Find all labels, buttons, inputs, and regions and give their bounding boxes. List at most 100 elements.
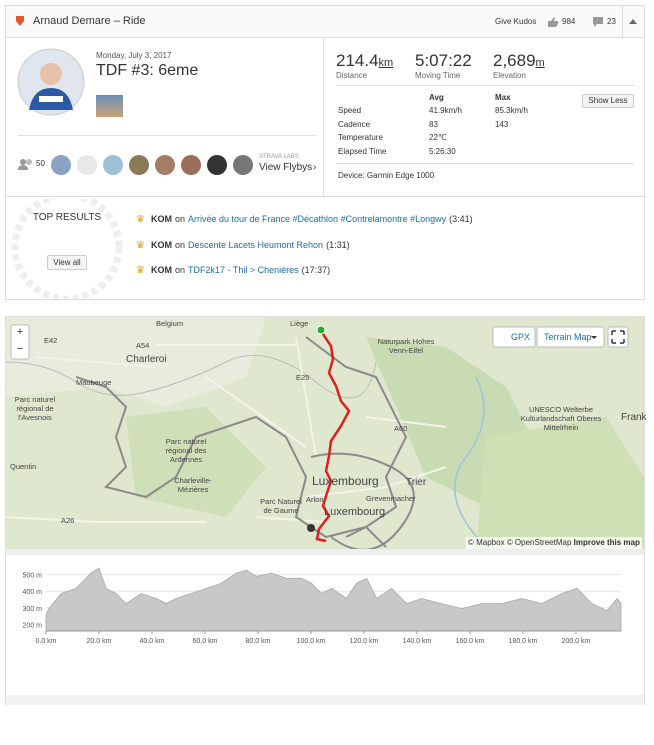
result-row: ♛ KOM on TDF2k17 - Thil > Chenières (17:37) (136, 265, 330, 276)
map-label: Charleville-Mézières (174, 476, 212, 494)
result-row: ♛ KOM on Descente Lacets Heumont Rehon (1:31… (136, 240, 350, 251)
map-label: A54 (136, 341, 150, 350)
result-on: on (174, 239, 185, 250)
x-tick-label: 160.0 km (456, 638, 485, 645)
y-tick-label: 200 m (23, 622, 43, 629)
segment-link[interactable]: Arrivée du tour de France #Décathlon #Co… (187, 214, 447, 224)
divider (622, 6, 623, 37)
attribution-item[interactable]: © Mapbox (468, 538, 505, 547)
detail-value: 5:26:30 (429, 146, 456, 156)
divider (336, 163, 634, 164)
result-time: (17:37) (301, 265, 331, 275)
y-tick-label: 300 m (23, 606, 43, 613)
detail-label: Cadence (338, 119, 371, 129)
segment-link[interactable]: TDF2k17 - Thil > Chenières (187, 265, 299, 275)
elevation-chart: 200 m 300 m 400 m 500 m 0.0 km 20.0 km 40.0 km… (23, 567, 622, 645)
detail-label: Temperature (338, 133, 383, 142)
detail-label: Elapsed Time (338, 146, 387, 156)
footer-bar (6, 695, 644, 705)
kudos-button[interactable]: Give Kudos (495, 17, 537, 26)
kudos-icon (548, 17, 558, 27)
map-label: Parc naturel régional des Ardennes (165, 437, 207, 464)
stat-number: 2,689 (493, 51, 536, 70)
athlete-avatars (51, 155, 253, 175)
elevation-area (45, 567, 622, 632)
x-tick-label: 80.0 km (246, 638, 271, 645)
map-label: Maubeuge (76, 378, 112, 387)
map-label: Luxembourg (324, 506, 386, 518)
photo-thumbnail[interactable] (96, 95, 123, 117)
map-label: UNESCO Welterbe Kulturlandschaft Oberes … (520, 405, 602, 432)
x-tick-label: 60.0 km (193, 638, 218, 645)
divider (18, 135, 316, 136)
detail-value: 22℃ (429, 133, 447, 142)
detail-value: 83 (429, 119, 438, 129)
y-tick-label: 500 m (23, 573, 43, 580)
map-label: Trier (406, 477, 427, 488)
detail-value: 143 (495, 119, 509, 129)
result-row: ♛ KOM on Arrivée du tour de France #Décathl… (136, 214, 473, 225)
x-tick-label: 0.0 km (35, 638, 56, 645)
crown-icon: ♛ (136, 265, 145, 276)
top-results-title: TOP RESULTS (32, 212, 102, 223)
stat-unit: m (535, 57, 545, 69)
kudos-count[interactable]: 984 (562, 17, 576, 26)
stat-number: 5:07:22 (415, 51, 472, 70)
comment-count[interactable]: 23 (607, 17, 616, 26)
map-label: Luxembourg (312, 474, 379, 488)
map-label: Quentin (10, 462, 37, 471)
x-tick-label: 120.0 km (350, 638, 379, 645)
gpx-button[interactable]: GPX (511, 332, 531, 342)
flyby-link[interactable]: View Flybys (259, 162, 313, 173)
result-time: (1:31) (326, 239, 350, 250)
map-label: Charleroi (126, 354, 167, 365)
resize-handle[interactable] (6, 549, 644, 555)
stat-value: 2,689m (493, 51, 545, 71)
map-label: Naturpark Hohes Venn-Eifel (377, 337, 435, 355)
attribution: © Mapbox © OpenStreetMap Improve this ma… (466, 537, 642, 549)
map[interactable] (6, 317, 644, 549)
athlete-avatar[interactable] (17, 48, 85, 116)
zoom-out[interactable]: − (16, 343, 24, 355)
map-label: Belgium (156, 319, 184, 328)
result-badge: KOM (150, 214, 172, 224)
zoom-in[interactable]: + (16, 326, 24, 338)
activity-name: TDF #3: 6eme (96, 62, 199, 79)
x-tick-label: 20.0 km (87, 638, 112, 645)
divider (336, 85, 634, 86)
crown-icon: ♛ (136, 239, 145, 251)
x-tick-label: 200.0 km (562, 638, 591, 645)
result-time: (3:41) (449, 214, 473, 224)
stat-label: Elevation (493, 71, 526, 80)
laurel (11, 199, 123, 299)
segment-link[interactable]: Descente Lacets Heumont Rehon (187, 239, 324, 250)
map-label: E25 (296, 373, 310, 382)
layer-select[interactable]: Terrain Map (544, 332, 592, 342)
view-all-button[interactable]: View all (47, 255, 87, 270)
detail-label: Speed (338, 106, 362, 115)
y-tick-label: 400 m (23, 589, 43, 596)
stat-number: 214.4 (336, 51, 379, 70)
flyby-label: STRAVA LABS (259, 154, 299, 160)
attribution-item[interactable]: © OpenStreetMap (506, 538, 572, 547)
activity-card: Arnaud Demare – Ride Give Kudos 984 23 M… (5, 5, 645, 300)
activity-title: Arnaud Demare – Ride (33, 15, 146, 27)
comment-icon (593, 17, 603, 27)
column-header: Avg (429, 93, 444, 102)
result-badge: KOM (150, 265, 172, 275)
collapse-icon[interactable] (629, 18, 637, 24)
map-label: Liège (290, 319, 309, 328)
x-tick-label: 40.0 km (140, 638, 165, 645)
attribution-item[interactable]: Improve this map (573, 538, 640, 547)
athletes-count[interactable]: 50 (36, 159, 45, 168)
map-label: Arlon (306, 495, 324, 504)
stat-value: 214.4km (336, 51, 393, 71)
map-label: A26 (61, 516, 75, 525)
activity-icon (16, 16, 24, 26)
divider (323, 37, 324, 196)
toggle-button[interactable]: Show Less (582, 94, 634, 108)
device: Device: Garmin Edge 1000 (338, 171, 435, 180)
divider (6, 196, 644, 197)
detail-value: 41.9km/h (429, 106, 462, 115)
